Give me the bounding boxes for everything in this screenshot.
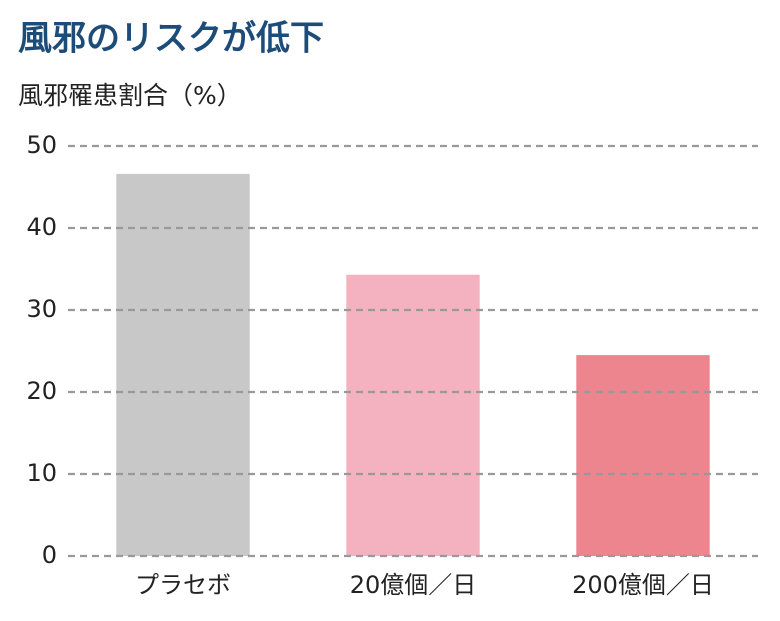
x-tick-label: 200億個／日 [572,571,714,599]
y-tick-label: 50 [26,131,57,159]
y-tick-label: 20 [26,377,57,405]
y-axis-label: 風邪罹患割合（%） [18,81,242,110]
y-tick-label: 10 [26,459,57,487]
bar [116,173,250,556]
x-tick-label: 20億個／日 [350,571,477,599]
bar [576,355,710,556]
y-tick-label: 30 [26,295,57,323]
chart-title: 風邪のリスクが低下 [18,19,324,59]
bar [346,274,480,556]
y-tick-label: 0 [42,541,57,569]
x-tick-label: プラセボ [135,571,231,599]
y-tick-label: 40 [26,213,57,241]
